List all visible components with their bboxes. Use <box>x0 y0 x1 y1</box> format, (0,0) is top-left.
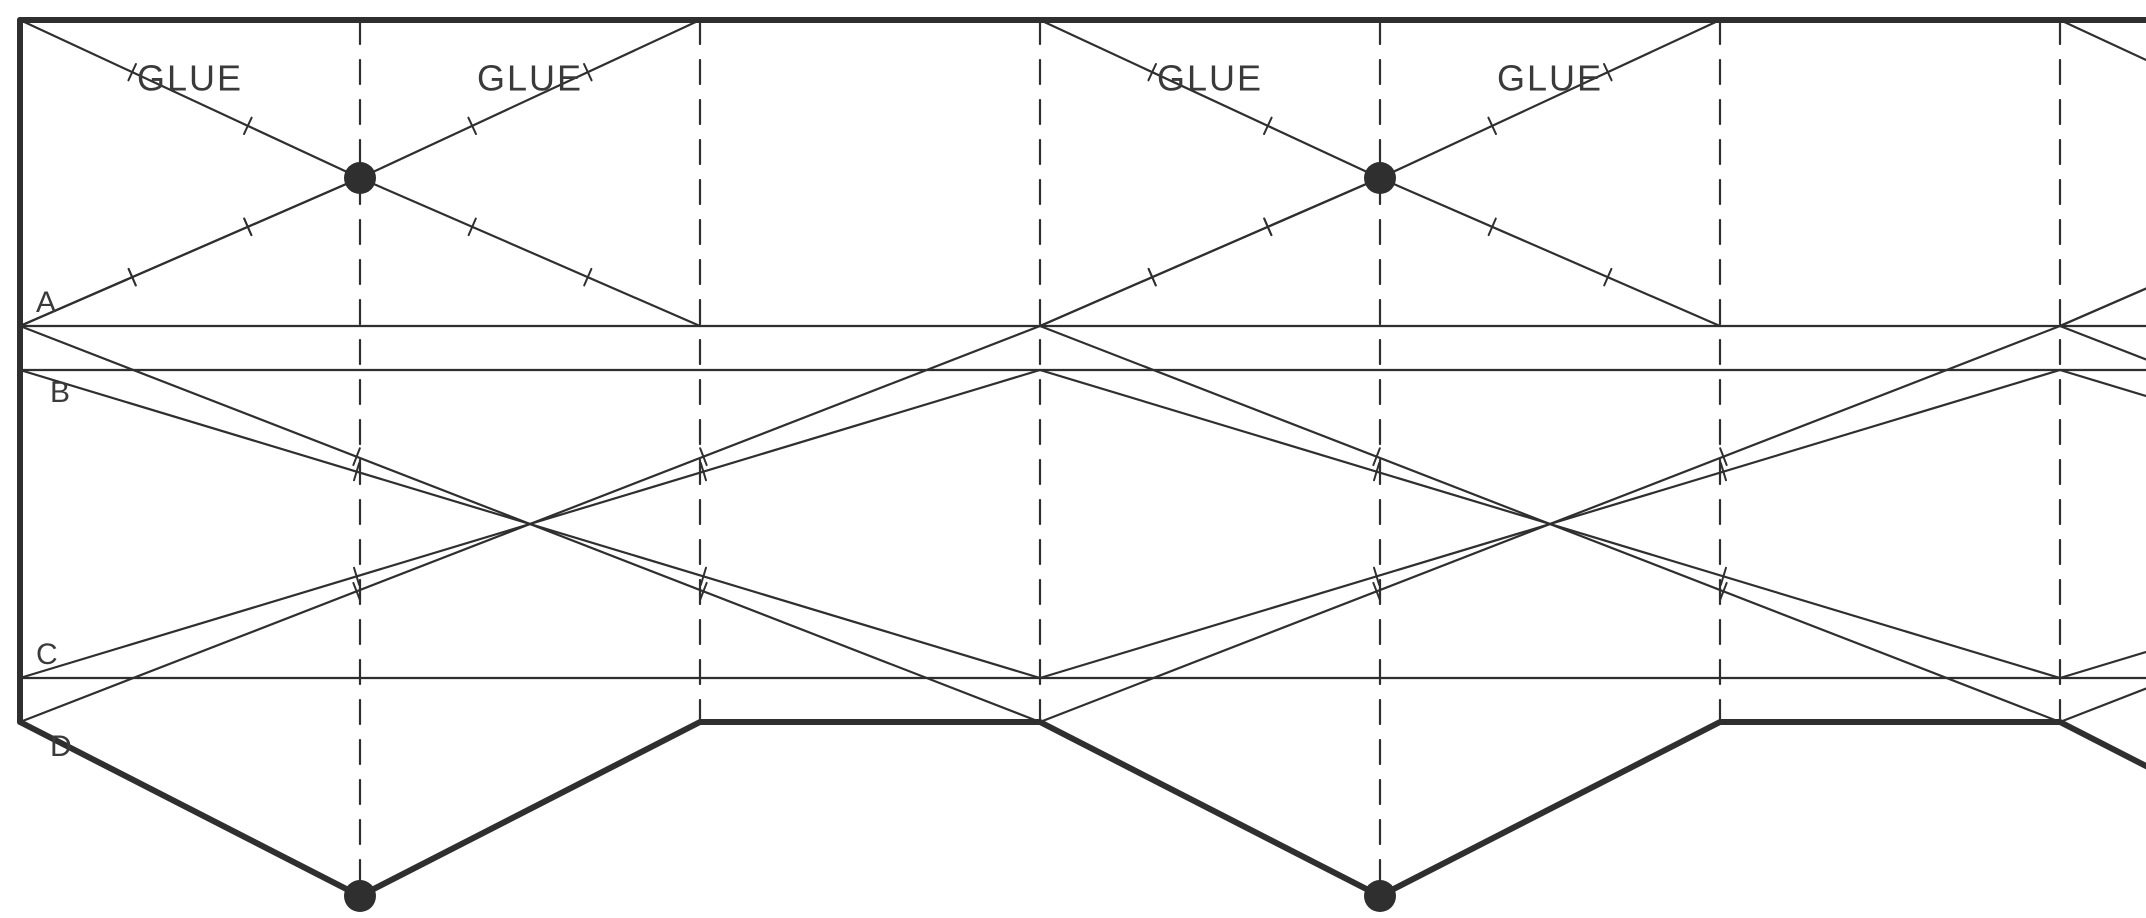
label-a: A <box>36 286 56 319</box>
label-c: C <box>36 638 58 671</box>
glue-label: GLUE <box>137 58 243 99</box>
glue-label: GLUE <box>1157 58 1263 99</box>
template-diagram: GLUEGLUEGLUEGLUEGLUEGLUEABCDEND TABEND T… <box>0 0 2146 918</box>
label-b: B <box>50 376 70 409</box>
glue-label: GLUE <box>1497 58 1603 99</box>
label-d: D <box>50 730 72 763</box>
glue-label: GLUE <box>477 58 583 99</box>
